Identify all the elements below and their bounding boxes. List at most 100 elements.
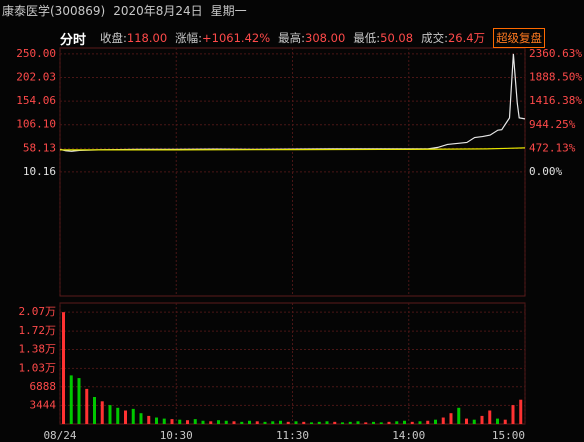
volume-bar [379, 422, 383, 424]
y2-tick-label: 1888.50% [529, 71, 582, 84]
y-tick-label: 1.72万 [19, 324, 57, 337]
x-tick-label: 14:00 [392, 429, 425, 442]
stat-value: 118.00 [126, 31, 168, 45]
volume-bar [426, 420, 430, 424]
stat-label: 涨幅: [175, 31, 203, 45]
volume-bar [271, 421, 275, 424]
volume-bar [139, 413, 143, 424]
volume-bar [519, 399, 523, 424]
volume-bar [511, 405, 515, 424]
volume-bar [503, 419, 507, 424]
volume-bar [232, 421, 236, 424]
date: 2020年8月24日 [113, 4, 203, 18]
volume-bar [186, 420, 189, 424]
y-tick-label: 1.03万 [19, 361, 57, 374]
x-tick-label: 10:30 [160, 429, 193, 442]
y-tick-label: 2.07万 [19, 305, 57, 318]
stat: 成交:26.4万 [421, 30, 485, 46]
volume-bar [178, 419, 182, 424]
volume-bar [131, 408, 135, 424]
volume-bar [488, 410, 492, 424]
y-tick-label: 106.10 [16, 118, 56, 131]
volume-bar [286, 421, 290, 424]
x-tick-label: 11:30 [276, 429, 309, 442]
volume-bar [100, 401, 104, 424]
volume-bar [403, 420, 406, 424]
volume-bar [317, 421, 321, 424]
stat-value: 50.08 [380, 31, 414, 45]
volume-bar [395, 421, 399, 424]
volume-bar [434, 419, 437, 424]
volume-bar [387, 421, 391, 424]
stat: 涨幅:+1061.42% [175, 30, 270, 46]
header: 康泰医学(300869) 2020年8月24日 星期一 [2, 2, 247, 19]
volume-bar [449, 413, 453, 424]
y-tick-label: 250.00 [16, 47, 56, 60]
volume-bar [294, 421, 298, 424]
y-tick-label: 58.13 [23, 141, 56, 154]
volume-bar [77, 378, 81, 424]
volume-bar [162, 418, 166, 424]
stat: 最高:308.00 [278, 30, 345, 46]
stat-value: 26.4万 [447, 31, 486, 45]
volume-bar [240, 421, 244, 424]
volume-bar [472, 419, 476, 424]
y-tick-label: 1.38万 [19, 342, 57, 355]
volume-bar [147, 415, 151, 424]
volume-bar [457, 407, 461, 424]
volume-bar [348, 421, 352, 424]
volume-bar [209, 421, 213, 424]
volume-bar [108, 405, 112, 424]
y-tick-label: 10.16 [23, 165, 56, 178]
volume-bar [302, 421, 306, 424]
volume-bar [410, 421, 414, 424]
volume-bar [224, 420, 228, 424]
volume-bar [193, 419, 197, 424]
volume-bar [279, 420, 282, 424]
volume-bar [333, 421, 337, 424]
volume-bar [364, 422, 368, 424]
stat-value: 308.00 [305, 31, 346, 45]
tab[interactable]: 分时 [60, 32, 87, 48]
stat-value: +1061.42% [202, 31, 271, 45]
y2-tick-label: 1416.38% [529, 94, 582, 107]
volume-bar [124, 410, 127, 424]
x-tick-label: 15:00 [492, 429, 525, 442]
volume-bar [116, 407, 120, 424]
volume-bar [217, 420, 220, 424]
stock-title: 康泰医学(300869) [2, 4, 106, 18]
volume-bar [310, 422, 313, 424]
volume-bar [496, 418, 499, 424]
volume-bar [255, 421, 259, 424]
replay-button[interactable]: 超级复盘 [493, 28, 546, 48]
stat-label: 成交: [421, 31, 448, 45]
toolbar: 分时 收盘:118.00 涨幅:+1061.42% 最高:308.00 最低:50.0… [60, 28, 546, 48]
y2-tick-label: 0.00% [529, 165, 562, 178]
y-tick-label: 6888 [30, 380, 57, 393]
stat-label: 最高: [278, 31, 306, 45]
y2-tick-label: 2360.63% [529, 47, 582, 60]
volume-bar [85, 388, 89, 424]
volume-bar [418, 421, 422, 424]
stat: 收盘:118.00 [100, 30, 167, 46]
volume-bar [372, 421, 375, 424]
y-tick-label: 3444 [30, 398, 57, 411]
stat: 最低:50.08 [353, 30, 413, 46]
volume-bar [248, 420, 251, 424]
y-tick-label: 202.03 [16, 71, 56, 84]
y2-tick-label: 472.13% [529, 141, 576, 154]
volume-bar [93, 396, 96, 424]
volume-bar [170, 419, 174, 424]
volume-bar [263, 421, 267, 424]
volume-bar [201, 420, 205, 424]
volume-bar [69, 375, 73, 424]
volume-bar [441, 417, 445, 424]
x-tick-label: 08/24 [43, 429, 76, 442]
volume-bar [341, 422, 344, 424]
y-tick-label: 154.06 [16, 94, 56, 107]
price-line [60, 147, 526, 151]
weekday: 星期一 [210, 4, 247, 18]
stat-label: 收盘: [100, 31, 127, 45]
